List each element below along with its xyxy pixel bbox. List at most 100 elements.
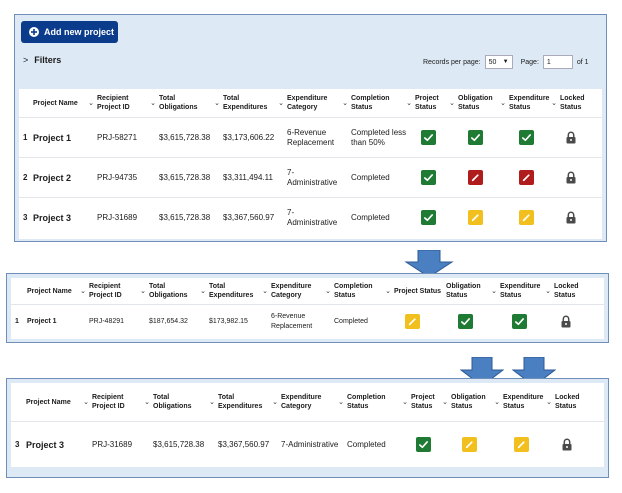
total-expenditures: $3,367,560.97 bbox=[223, 212, 275, 222]
column-header[interactable]: Total Obligations ⌄ bbox=[149, 283, 206, 299]
project-name[interactable]: Project 2 bbox=[33, 172, 72, 183]
column-header[interactable]: Expenditure Status ⌄ bbox=[509, 95, 557, 111]
column-header[interactable]: Recipient Project ID ⌄ bbox=[89, 283, 146, 299]
add-new-project-button[interactable]: Add new project bbox=[21, 21, 118, 43]
completion-status: Completed bbox=[347, 439, 386, 449]
chevron-down-icon: ⌄ bbox=[551, 99, 557, 107]
total-obligations: $3,615,728.38 bbox=[159, 132, 211, 142]
chevron-down-icon: ⌄ bbox=[494, 398, 500, 406]
column-header[interactable]: Project Name ⌄ bbox=[27, 287, 86, 295]
lock-icon bbox=[565, 211, 577, 224]
column-header[interactable]: Expenditure Status ⌄ bbox=[503, 394, 552, 410]
total-expenditures: $3,311,494.11 bbox=[223, 172, 273, 182]
chevron-down-icon: ⌄ bbox=[385, 287, 391, 295]
projects-table: Project Name ⌄ Recipient Project ID ⌄ Tota… bbox=[11, 383, 604, 467]
obligation-status-button[interactable] bbox=[461, 437, 477, 452]
column-header[interactable]: Obligation Status ⌄ bbox=[458, 95, 506, 111]
project-status-button[interactable] bbox=[421, 210, 436, 225]
completion-status: Completed bbox=[351, 212, 390, 222]
column-header[interactable]: Total Expenditures ⌄ bbox=[218, 394, 278, 410]
project-status-button[interactable] bbox=[421, 130, 436, 145]
column-header[interactable]: Total Obligations ⌄ bbox=[153, 394, 215, 410]
project-status-button[interactable] bbox=[404, 314, 420, 329]
pencil-icon bbox=[521, 212, 532, 223]
column-header[interactable]: Expenditure Category ⌄ bbox=[287, 95, 348, 111]
expenditure-status-button[interactable] bbox=[511, 314, 527, 329]
project-status-cell bbox=[411, 437, 451, 452]
column-header[interactable]: Project Status ⌄ bbox=[415, 95, 455, 111]
locked-status-cell bbox=[555, 438, 589, 451]
column-header[interactable]: Completion Status ⌄ bbox=[347, 394, 408, 410]
column-header[interactable]: Project Name ⌄ bbox=[33, 99, 94, 107]
chevron-down-icon: ⌄ bbox=[80, 287, 86, 295]
expenditure-status-cell bbox=[509, 210, 560, 225]
completion-status: Completed less than 50% bbox=[351, 127, 407, 147]
column-header[interactable]: Total Expenditures ⌄ bbox=[209, 283, 268, 299]
expenditure-status-button[interactable] bbox=[513, 437, 529, 452]
project-name[interactable]: Project 1 bbox=[33, 132, 72, 143]
column-header[interactable]: Recipient Project ID ⌄ bbox=[92, 394, 150, 410]
pagination: Records per page: 50 ▼ Page: 1 of 1 bbox=[423, 55, 589, 69]
project-name[interactable]: Project 3 bbox=[26, 439, 65, 450]
chevron-down-icon: ⌄ bbox=[140, 287, 146, 295]
table-row[interactable]: 1 Project 1 PRJ-48291 $187,654.32 $173,982.1… bbox=[11, 304, 604, 338]
project-name[interactable]: Project 3 bbox=[33, 212, 72, 223]
column-header[interactable]: Locked Status bbox=[554, 283, 579, 299]
lock-icon bbox=[560, 315, 572, 328]
column-header[interactable]: Locked Status bbox=[560, 95, 585, 111]
column-header[interactable]: Recipient Project ID ⌄ bbox=[97, 95, 156, 111]
project-status-button[interactable] bbox=[415, 437, 431, 452]
table-row[interactable]: 3 Project 3 PRJ-31689 $3,615,728.38 $3,367,5… bbox=[19, 197, 602, 237]
column-header[interactable]: Project Status ⌄ bbox=[411, 394, 448, 410]
table-row[interactable]: 2 Project 2 PRJ-94735 $3,615,728.38 $3,311,4… bbox=[19, 157, 602, 197]
filtered-table-panel-2: Project Name ⌄ Recipient Project ID ⌄ Tota… bbox=[6, 378, 609, 478]
expenditure-status-cell bbox=[500, 314, 554, 329]
column-header[interactable]: Expenditure Category ⌄ bbox=[281, 394, 344, 410]
row-number: 3 bbox=[15, 439, 20, 449]
chevron-down-icon: ⌄ bbox=[200, 287, 206, 295]
column-header[interactable]: Completion Status ⌄ bbox=[334, 283, 391, 299]
expenditure-status-button[interactable] bbox=[519, 130, 534, 145]
column-header[interactable]: Total Expenditures ⌄ bbox=[223, 95, 284, 111]
chevron-down-icon: ⌄ bbox=[214, 99, 220, 107]
column-header[interactable]: Expenditure Category ⌄ bbox=[271, 283, 331, 299]
chevron-down-icon: ▼ bbox=[502, 59, 509, 65]
project-name[interactable]: Project 1 bbox=[27, 317, 57, 325]
table-row[interactable]: 1 Project 1 PRJ-58271 $3,615,728.38 $3,173,6… bbox=[19, 117, 602, 157]
column-header[interactable]: Total Obligations ⌄ bbox=[159, 95, 220, 111]
filters-toggle[interactable]: > Filters bbox=[23, 55, 61, 65]
row-number: 2 bbox=[23, 172, 28, 182]
filters-label: Filters bbox=[34, 55, 62, 65]
obligation-status-button[interactable] bbox=[468, 210, 483, 225]
chevron-down-icon: ⌄ bbox=[150, 99, 156, 107]
obligation-status-button[interactable] bbox=[468, 130, 483, 145]
page-number-input[interactable]: 1 bbox=[542, 55, 573, 69]
plus-circle-icon bbox=[29, 27, 39, 37]
expenditure-status-button[interactable] bbox=[519, 210, 534, 225]
records-per-page-value: 50 bbox=[488, 58, 497, 66]
table-row[interactable]: 3 Project 3 PRJ-31689 $3,615,728.38 $3,367,5… bbox=[11, 421, 604, 467]
records-per-page-select[interactable]: 50 ▼ bbox=[484, 55, 513, 69]
column-header[interactable]: Expenditure Status ⌄ bbox=[500, 283, 551, 299]
column-header[interactable]: Project Name ⌄ bbox=[26, 398, 89, 406]
project-id: PRJ-31689 bbox=[92, 439, 133, 449]
column-header[interactable]: Obligation Status ⌄ bbox=[446, 283, 497, 299]
checkmark-icon bbox=[418, 439, 429, 450]
obligation-status-button[interactable] bbox=[468, 170, 483, 185]
lock-icon bbox=[565, 131, 577, 144]
chevron-down-icon: ⌄ bbox=[342, 99, 348, 107]
column-header[interactable]: Completion Status ⌄ bbox=[351, 95, 412, 111]
row-number: 3 bbox=[23, 212, 28, 222]
expenditure-status-cell bbox=[509, 170, 560, 185]
expenditure-category: 7-Administrative bbox=[287, 207, 338, 227]
pencil-icon bbox=[521, 172, 532, 183]
project-status-button[interactable] bbox=[421, 170, 436, 185]
total-expenditures: $3,367,560.97 bbox=[218, 439, 270, 449]
obligation-status-button[interactable] bbox=[457, 314, 473, 329]
column-header[interactable]: Obligation Status ⌄ bbox=[451, 394, 500, 410]
expenditure-status-button[interactable] bbox=[519, 170, 534, 185]
column-header[interactable]: Locked Status bbox=[555, 394, 580, 410]
chevron-down-icon: ⌄ bbox=[491, 287, 497, 295]
pencil-icon bbox=[516, 439, 527, 450]
column-header[interactable]: Project Status bbox=[394, 287, 442, 295]
